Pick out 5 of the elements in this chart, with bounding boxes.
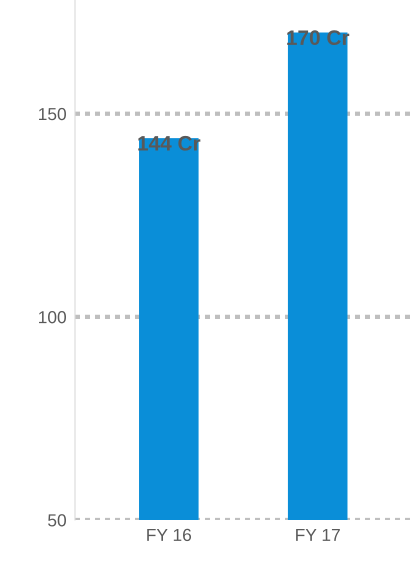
y-tick-label: 150 bbox=[39, 108, 66, 120]
y-tick-label: 50 bbox=[48, 514, 66, 526]
x-tick-label: FY 16 bbox=[147, 528, 192, 542]
x-tick-label: FY 17 bbox=[296, 528, 340, 541]
y-tick-label: 100 bbox=[39, 311, 66, 324]
